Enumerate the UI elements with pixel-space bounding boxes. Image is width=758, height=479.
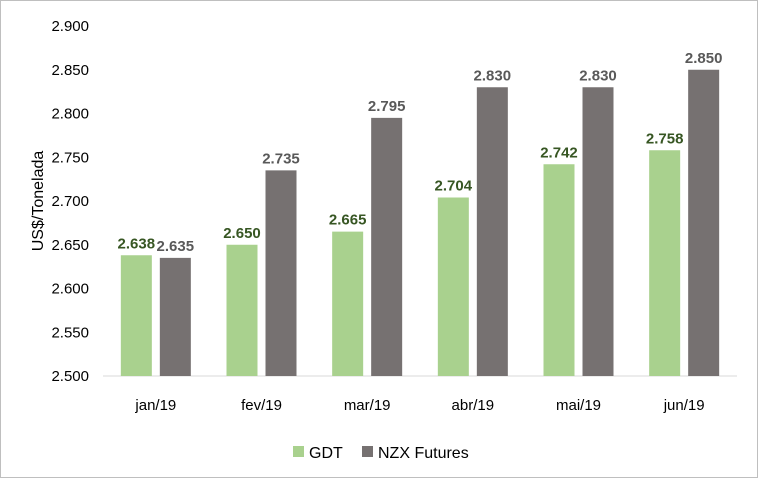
bar-gdt (437, 197, 469, 376)
data-label: 2.704 (435, 178, 473, 195)
legend-label: NZX Futures (378, 445, 469, 462)
bar-gdt (543, 164, 575, 376)
y-tick-label: 2.700 (51, 193, 89, 210)
data-label: 2.758 (646, 130, 684, 147)
bar-gdt (120, 255, 152, 376)
bar-nzx-futures (476, 87, 508, 376)
y-tick-label: 2.900 (51, 18, 89, 35)
data-label: 2.735 (262, 150, 300, 167)
legend-swatch (362, 446, 373, 457)
legend-label: GDT (309, 445, 343, 462)
y-tick-label: 2.650 (51, 237, 89, 254)
y-tick-label: 2.750 (51, 149, 89, 166)
data-label: 2.638 (118, 235, 156, 252)
data-label: 2.830 (579, 67, 617, 84)
data-label: 2.795 (368, 98, 406, 115)
bar-nzx-futures (159, 257, 191, 376)
x-tick-label: mai/19 (556, 397, 601, 414)
legend-swatch (293, 446, 304, 457)
data-label: 2.665 (329, 212, 367, 229)
bar-nzx-futures (265, 170, 297, 376)
data-label: 2.850 (685, 50, 723, 67)
x-tick-label: abr/19 (452, 397, 495, 414)
bar-nzx-futures (688, 69, 720, 376)
bar-gdt (226, 244, 258, 376)
x-tick-label: mar/19 (344, 397, 391, 414)
x-tick-label: fev/19 (241, 397, 282, 414)
y-tick-label: 2.550 (51, 324, 89, 341)
bar-nzx-futures (582, 87, 614, 376)
x-tick-label: jan/19 (134, 397, 176, 414)
data-label: 2.830 (474, 67, 512, 84)
bar-gdt (332, 231, 364, 376)
bar-gdt (649, 150, 681, 376)
y-axis-label: US$/Tonelada (30, 151, 47, 252)
x-tick-label: jun/19 (663, 397, 705, 414)
data-label: 2.650 (223, 225, 261, 242)
data-label: 2.635 (157, 238, 195, 255)
y-tick-label: 2.850 (51, 62, 89, 79)
data-label: 2.742 (540, 144, 578, 161)
y-tick-label: 2.600 (51, 281, 89, 298)
bar-nzx-futures (371, 117, 403, 376)
y-tick-label: 2.800 (51, 106, 89, 123)
y-tick-label: 2.500 (51, 368, 89, 385)
